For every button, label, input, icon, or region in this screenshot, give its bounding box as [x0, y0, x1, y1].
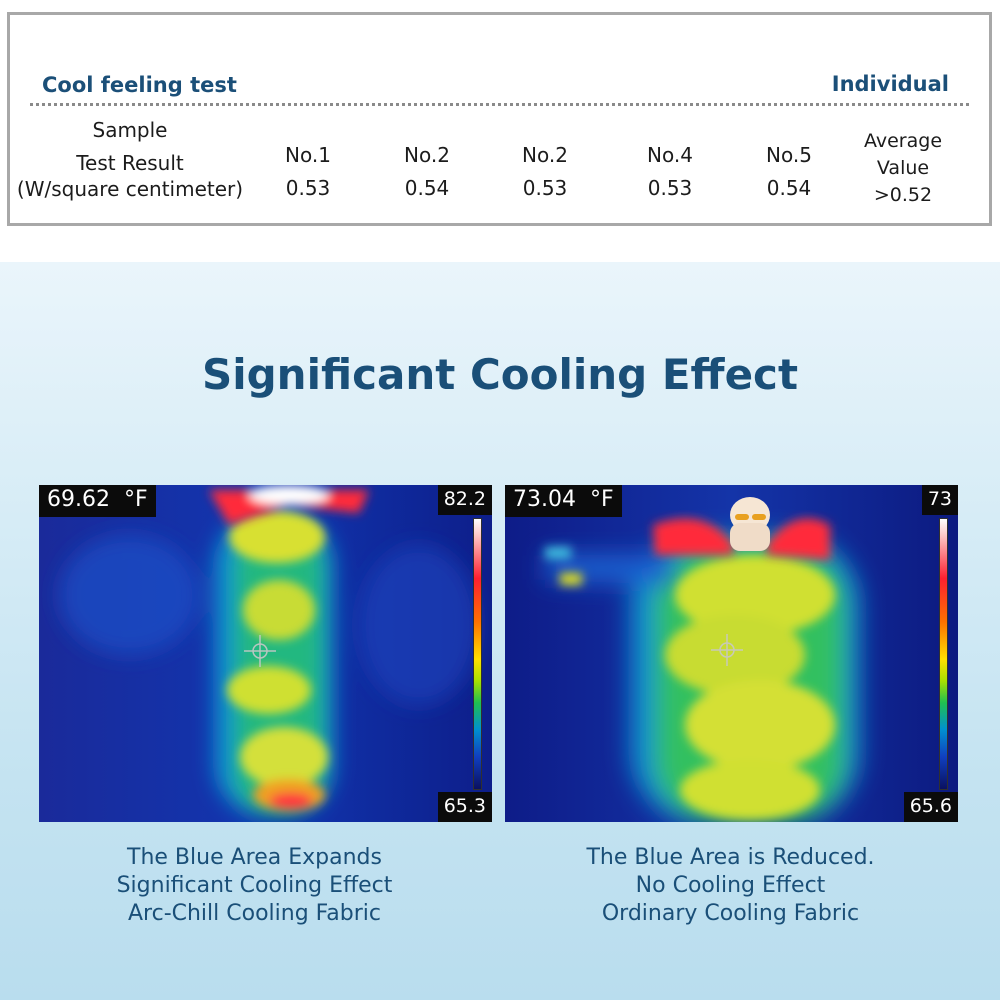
scale-min-label: 65.6 [903, 792, 958, 822]
average-line: >0.52 [873, 184, 933, 206]
thermal-illustration [505, 485, 958, 822]
average-line: Average [863, 130, 943, 152]
temperature-readout: 69.62 °F [39, 485, 156, 517]
dotted-divider [30, 103, 969, 106]
row-label-test-result: Test Result [76, 151, 184, 175]
sample-label: No.5 [766, 143, 812, 167]
thermal-image-ordinary: 73.04 °F 73 65.6 [505, 485, 958, 822]
row-label-sample: Sample [92, 118, 168, 142]
cool-feeling-table: Cool feeling test Individual Sample Test… [7, 12, 992, 226]
readout-unit: °F [589, 487, 614, 512]
top-section: Cool feeling test Individual Sample Test… [0, 0, 1000, 262]
cooling-comparison-section: Significant Cooling Effect [0, 262, 1000, 1000]
caption-line: Ordinary Cooling Fabric [601, 901, 860, 926]
average-line: Value [876, 157, 930, 179]
sample-value: 0.53 [522, 176, 568, 200]
scale-min-label: 65.3 [437, 792, 492, 822]
caption-line: Significant Cooling Effect [116, 873, 393, 898]
caption-line: No Cooling Effect [635, 873, 826, 898]
readout-value: 69.62 [47, 487, 110, 512]
readout-unit: °F [123, 487, 148, 512]
caption-arc-chill: The Blue Area Expands Significant Coolin… [28, 844, 481, 928]
scale-max-label: 73 [921, 485, 958, 515]
caption-ordinary: The Blue Area is Reduced. No Cooling Eff… [504, 844, 957, 928]
caption-line: The Blue Area is Reduced. [586, 845, 875, 870]
sample-label: No.2 [404, 143, 450, 167]
sample-value: 0.53 [285, 176, 331, 200]
scale-max-label: 82.2 [437, 485, 492, 515]
sample-value: 0.54 [404, 176, 450, 200]
sample-label: No.2 [522, 143, 568, 167]
sample-label: No.1 [285, 143, 331, 167]
caption-line: The Blue Area Expands [127, 845, 382, 870]
average-value: Average Value >0.52 [848, 128, 958, 209]
temperature-scale-bar [473, 518, 482, 790]
thermal-image-arc-chill: 69.62 °F 82.2 65.3 [39, 485, 492, 822]
individual-label: Individual [831, 72, 949, 96]
temperature-readout: 73.04 °F [505, 485, 622, 517]
thermal-illustration [39, 485, 492, 822]
sample-value: 0.53 [647, 176, 693, 200]
section-headline: Significant Cooling Effect [201, 350, 799, 399]
caption-line: Arc-Chill Cooling Fabric [127, 901, 382, 926]
temperature-scale-bar [939, 518, 948, 790]
table-title: Cool feeling test [42, 73, 237, 97]
sample-value: 0.54 [766, 176, 812, 200]
row-label-unit: (W/square centimeter) [16, 177, 244, 201]
readout-value: 73.04 [513, 487, 576, 512]
sample-label: No.4 [647, 143, 693, 167]
